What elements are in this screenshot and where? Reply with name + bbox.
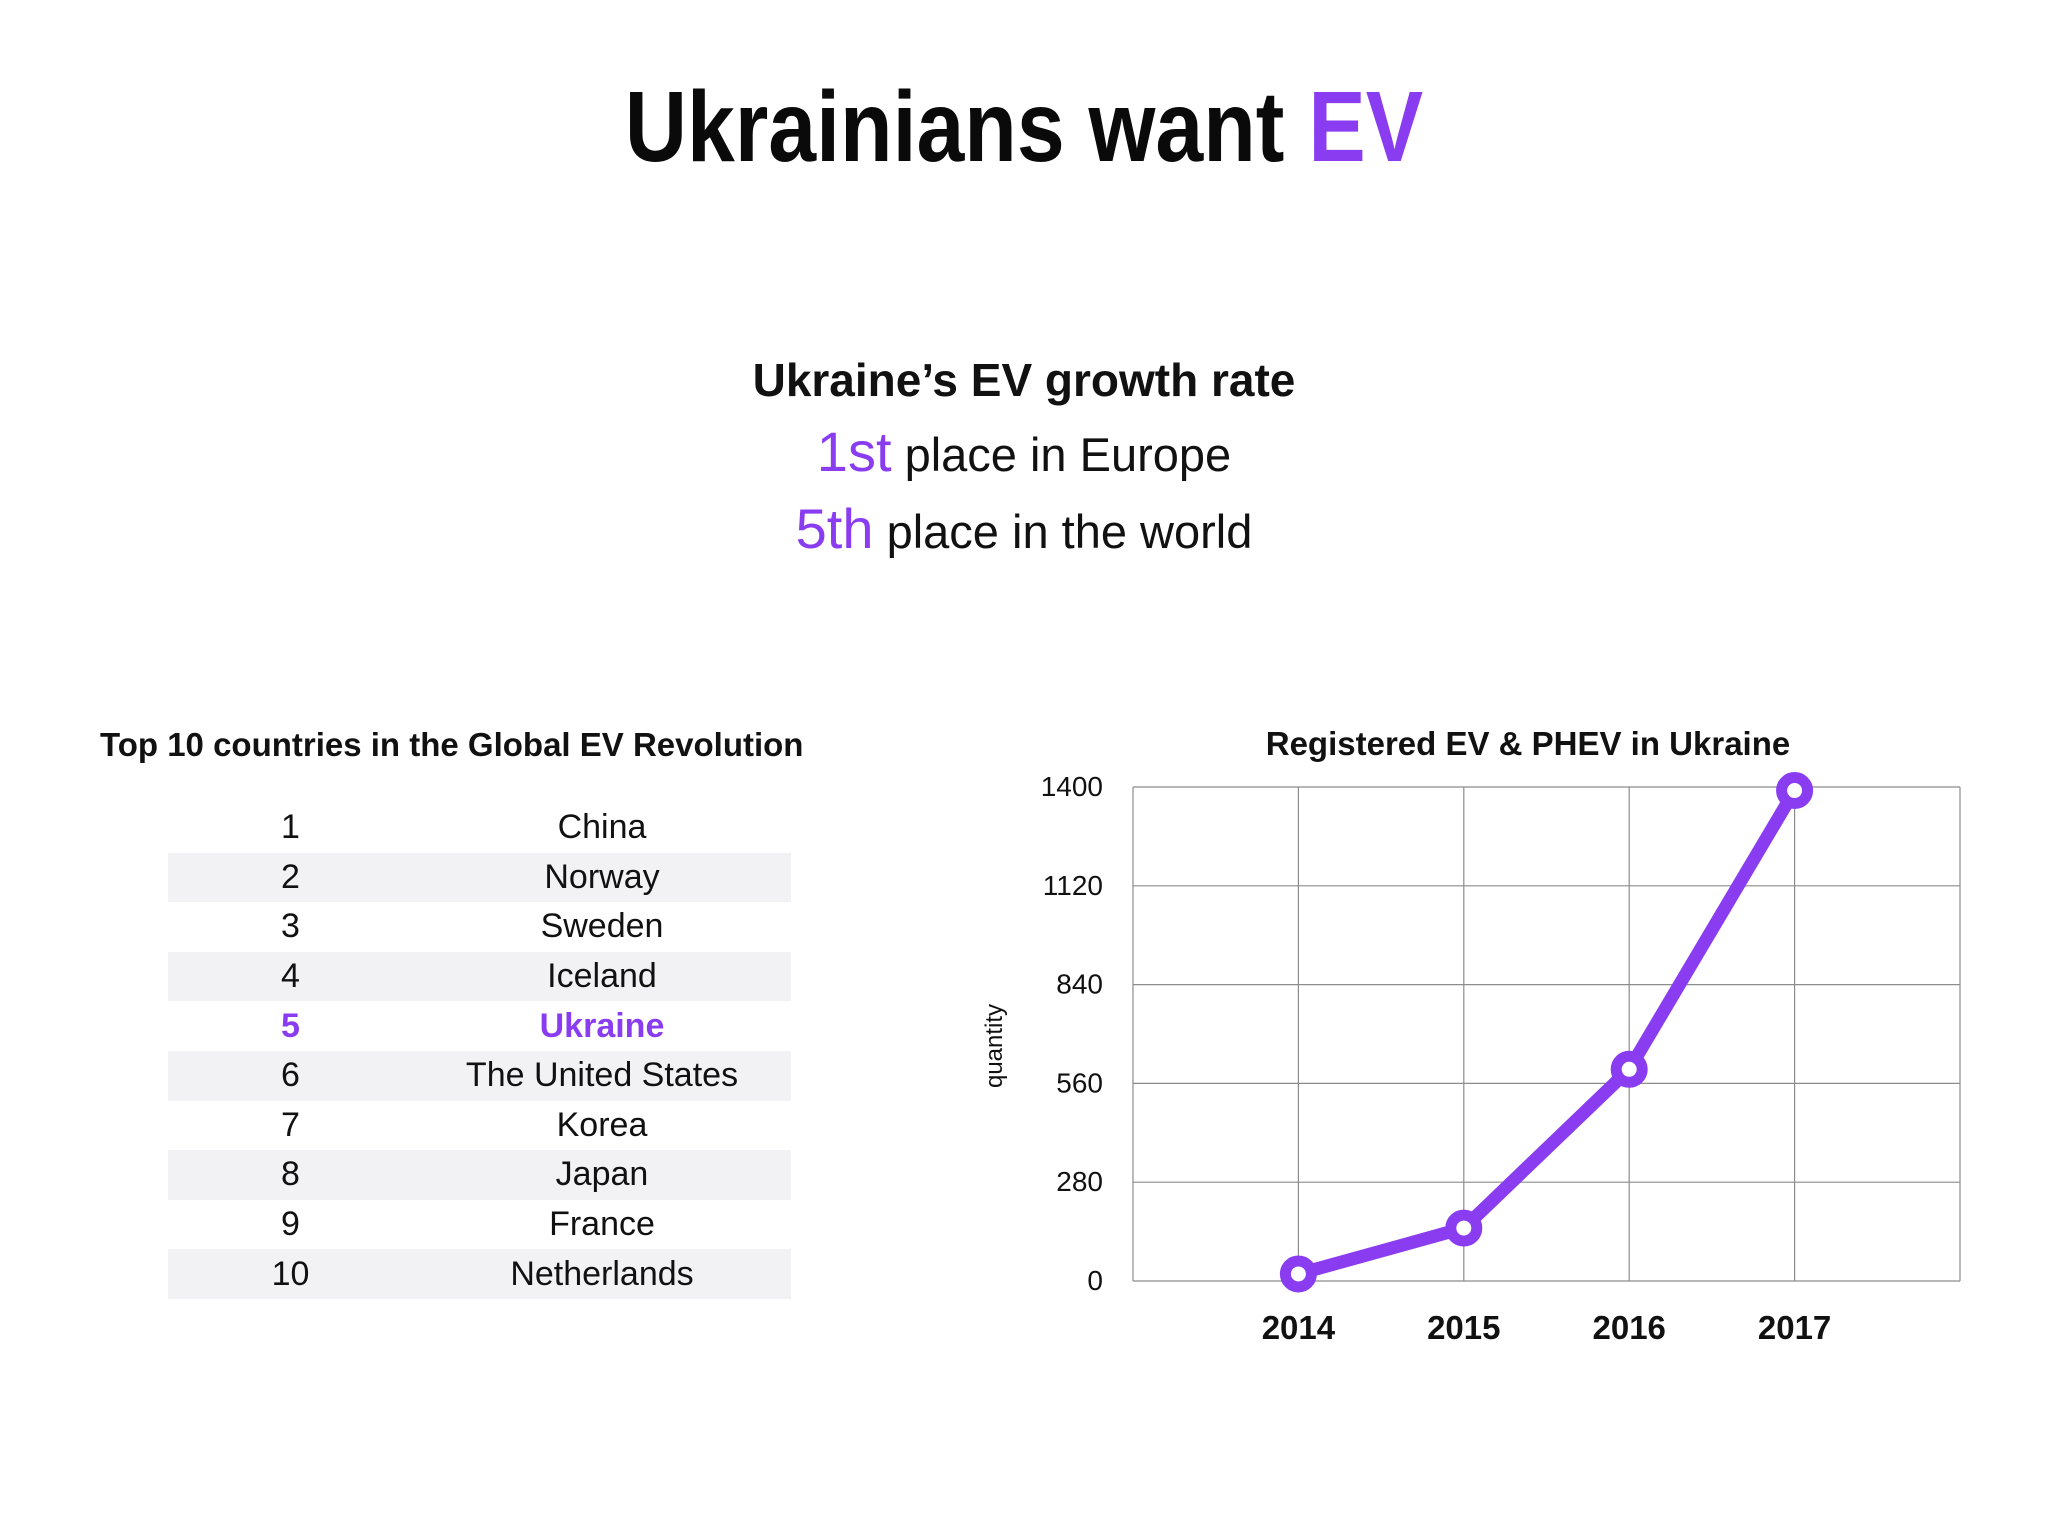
- rank-cell: 9: [281, 1205, 300, 1244]
- ranking-table: 1 China 2 Norway 3 Sweden 4 Iceland 5 Ukraine 6 The…: [168, 803, 791, 1299]
- europe-rank-value: 1st: [816, 420, 892, 483]
- europe-rank-text: place in Europe: [904, 428, 1232, 481]
- y-tick-label: 560: [1056, 1067, 1103, 1098]
- ranking-row: 1 China: [168, 803, 791, 853]
- ranking-row: 10 Netherlands: [168, 1249, 791, 1299]
- world-rank-value: 5th: [795, 497, 874, 560]
- x-tick-label: 2016: [1592, 1309, 1665, 1346]
- country-cell: Korea: [556, 1105, 648, 1144]
- ranking-row: 8 Japan: [168, 1150, 791, 1200]
- world-rank-text: place in the world: [886, 505, 1253, 558]
- ranking-row: 7 Korea: [168, 1101, 791, 1151]
- ranking-row: 5 Ukraine: [168, 1001, 791, 1051]
- data-point-marker: [1776, 772, 1814, 810]
- ev-registrations-chart: Registered EV & PHEV in Ukraine 0 280 560 8…: [981, 725, 1961, 1346]
- y-tick-label: 280: [1056, 1166, 1103, 1197]
- country-cell: Netherlands: [413, 1249, 791, 1299]
- slide-title: Ukrainians want EV: [143, 70, 1904, 185]
- x-tick-label: 2017: [1758, 1309, 1831, 1346]
- y-axis-label: quantity: [981, 1004, 1008, 1088]
- ranking-row: 9 France: [168, 1200, 791, 1250]
- country-cell: Iceland: [413, 951, 791, 1002]
- rank-cell: 5: [281, 1006, 300, 1045]
- series-line: [1291, 784, 1802, 1281]
- y-tick-label: 0: [1087, 1265, 1103, 1296]
- y-tick-label: 1120: [1043, 870, 1103, 901]
- growth-stats: Ukraine’s EV growth rate 1st place in Eu…: [0, 345, 2048, 569]
- x-tick-labels: 2014 2015 2016 2017: [1262, 1309, 1832, 1346]
- y-tick-labels: 0 280 560 840 1120 1400: [1041, 771, 1103, 1296]
- x-tick-label: 2014: [1262, 1309, 1336, 1346]
- x-tick-label: 2015: [1427, 1309, 1500, 1346]
- chart-title: Registered EV & PHEV in Ukraine: [1266, 725, 1791, 762]
- europe-rank-line: 1st place in Europe: [0, 415, 2048, 492]
- country-cell: China: [557, 808, 647, 847]
- ranking-table-title: Top 10 countries in the Global EV Revolu…: [100, 726, 804, 763]
- ranking-row: 3 Sweden: [168, 902, 791, 952]
- country-cell: Japan: [413, 1150, 791, 1200]
- title-accent-text: EV: [1308, 71, 1424, 183]
- rank-cell: 4: [168, 951, 413, 1002]
- y-tick-label: 1400: [1041, 771, 1103, 802]
- rank-cell: 1: [281, 808, 300, 847]
- data-point-marker: [1279, 1255, 1317, 1293]
- ranking-row: 2 Norway: [168, 852, 791, 903]
- data-point-marker: [1445, 1209, 1483, 1247]
- rank-cell: 3: [281, 907, 300, 946]
- rank-cell: 8: [168, 1150, 413, 1200]
- title-main-text: Ukrainians want: [624, 71, 1285, 183]
- y-tick-label: 840: [1056, 969, 1103, 1000]
- country-cell: The United States: [413, 1050, 791, 1101]
- chart-series: [1279, 772, 1814, 1293]
- country-cell: Ukraine: [539, 1006, 665, 1045]
- country-cell: France: [549, 1205, 655, 1244]
- country-cell: Norway: [413, 852, 791, 903]
- ranking-row: 4 Iceland: [168, 951, 791, 1002]
- chart-grid: [1132, 786, 1961, 1282]
- ranking-row: 6 The United States: [168, 1050, 791, 1101]
- rank-cell: 10: [168, 1249, 413, 1299]
- rank-cell: 6: [168, 1050, 413, 1101]
- world-rank-line: 5th place in the world: [0, 492, 2048, 569]
- rank-cell: 7: [281, 1105, 300, 1144]
- ranking-table-body: 1 China 2 Norway 3 Sweden 4 Iceland 5 Ukraine 6 The…: [168, 803, 791, 1299]
- rank-cell: 2: [168, 852, 413, 903]
- data-point-marker: [1610, 1050, 1648, 1088]
- country-cell: Sweden: [540, 907, 664, 946]
- growth-heading: Ukraine’s EV growth rate: [752, 354, 1296, 406]
